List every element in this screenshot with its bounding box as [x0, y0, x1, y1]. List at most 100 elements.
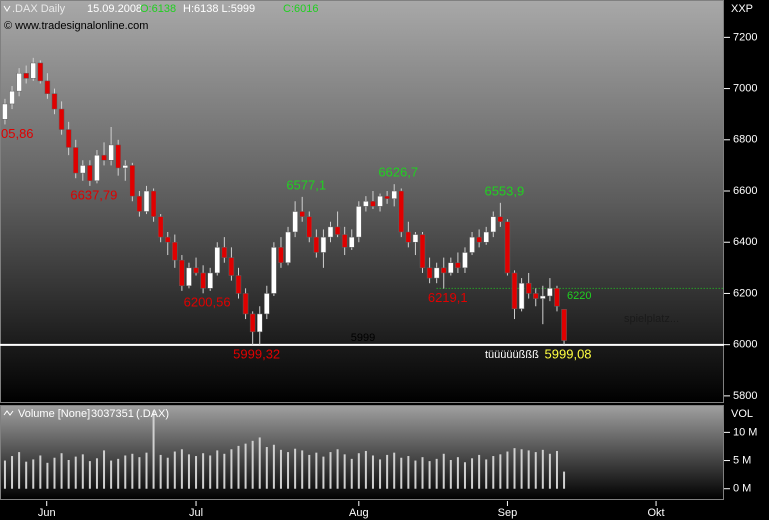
candle-body [150, 190, 157, 217]
volume-bar [81, 454, 84, 489]
y-tick-label: 7200 [733, 31, 757, 43]
candle-body [532, 293, 539, 299]
candle-body [30, 62, 37, 79]
volume-bar [563, 471, 566, 489]
volume-bar [244, 443, 247, 489]
reference-label: 5999 [351, 332, 375, 344]
candle-body [94, 154, 100, 182]
volume-bar [421, 457, 424, 489]
axis-label: VOL [731, 408, 753, 420]
plot-layer: 5800 6000 6200 6400 6600 6800 7000 7200 5999 6220… [0, 31, 757, 519]
volume-bar [287, 452, 290, 489]
quote-open: O:6138 [140, 3, 176, 15]
candle-body [299, 211, 305, 217]
candle-body [87, 165, 93, 182]
y-tick-label: 6800 [733, 134, 757, 146]
y-tick-label: 7000 [733, 82, 757, 94]
volume-panel [0, 405, 724, 500]
quote-high-low: H:6138 L:5999 [183, 3, 255, 15]
volume-bar [173, 451, 176, 489]
candle-body [391, 190, 397, 199]
volume-bar [251, 440, 254, 489]
volume-bar [294, 448, 297, 489]
candle-body [547, 288, 553, 297]
candle-body [405, 231, 412, 243]
y-tick-label: 10 M [733, 426, 757, 438]
volume-bar [343, 454, 346, 489]
volume-bar [371, 455, 374, 489]
volume-bar [195, 456, 198, 489]
candle-body [292, 211, 298, 233]
annotation: 05,86 [1, 126, 34, 141]
volume-bar [67, 459, 70, 489]
volume-bar [329, 452, 332, 489]
volume-bar [32, 459, 35, 489]
candle-body [101, 154, 107, 161]
volume-bar [336, 449, 339, 489]
candle-body [370, 201, 376, 207]
candle-body [9, 90, 15, 105]
candle-body [518, 282, 525, 310]
candle-body [412, 234, 419, 243]
annotation: 6200,56 [184, 295, 231, 310]
candle-body [2, 103, 8, 120]
volume-bar [131, 453, 134, 489]
candle-body [398, 190, 405, 233]
x-tick-label: Jul [189, 507, 203, 519]
volume-bar [541, 449, 544, 489]
candle-body [108, 144, 114, 161]
candle-body [320, 236, 327, 253]
candle-body [356, 206, 362, 238]
volume-bar [471, 458, 474, 489]
volume-bar [237, 445, 240, 489]
volume-bar [216, 450, 219, 489]
candle-body [462, 252, 468, 269]
volume-bar [400, 457, 403, 489]
candle-body [164, 236, 171, 243]
candle-body [285, 231, 291, 263]
y-tick-label: 6600 [733, 185, 757, 197]
candle-body [200, 272, 206, 289]
candle-body [221, 247, 228, 258]
candle-body [440, 267, 447, 274]
volume-bar [46, 462, 49, 489]
volume-bar [435, 458, 438, 489]
volume-bar [60, 453, 63, 489]
candle-body [455, 262, 461, 269]
candle-body [497, 216, 504, 222]
y-tick-label: 6400 [733, 236, 757, 248]
candle-body [363, 201, 369, 207]
candle-body [193, 267, 199, 274]
volume-bar [223, 453, 226, 489]
y-tick-label: 5 M [733, 454, 751, 466]
axis-label: XXP [731, 3, 753, 15]
volume-bar [124, 455, 127, 489]
volume-bar [230, 449, 233, 489]
candle-body [214, 247, 221, 274]
note: spielplatz... [624, 313, 679, 325]
volume-bar [485, 459, 488, 489]
candle-body [51, 93, 58, 110]
candle-body [327, 226, 334, 238]
volume-bar [548, 453, 551, 489]
candle-body [448, 262, 454, 274]
y-tick-label: 6000 [733, 339, 757, 351]
candle-body [115, 144, 121, 169]
volume-bar [103, 450, 106, 489]
volume-bar [456, 457, 459, 489]
candle-body [249, 313, 256, 333]
volume-bar [159, 454, 162, 489]
volume-bar [166, 457, 169, 489]
candle-body [235, 275, 242, 294]
volume-bar [463, 462, 466, 489]
volume-bar [39, 455, 42, 489]
candle-body [72, 147, 79, 174]
x-tick-label: Aug [349, 507, 369, 519]
candle-body [483, 231, 489, 243]
volume-bar [209, 455, 212, 489]
annotation: 6219,1 [428, 290, 468, 305]
candle-body [561, 309, 567, 341]
candle-body [271, 247, 277, 294]
annotation: 6577,1 [286, 177, 326, 192]
